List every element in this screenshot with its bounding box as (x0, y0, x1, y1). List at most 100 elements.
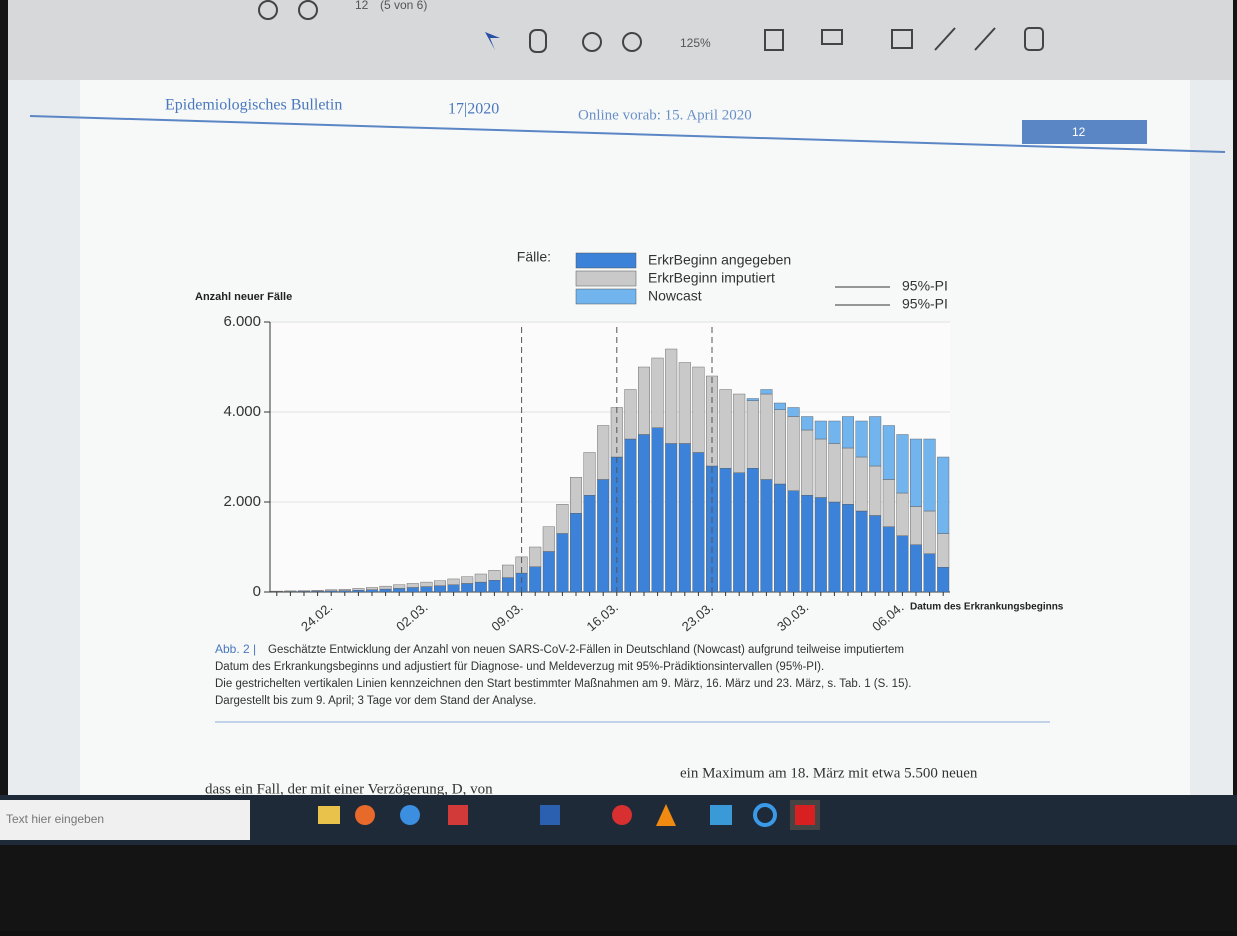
bar-segment (502, 578, 514, 592)
bar-segment (475, 574, 487, 582)
caption-line: Die gestrichelten vertikalen Linien kenn… (215, 678, 912, 690)
bar-segment (842, 417, 854, 449)
bar-segment (720, 468, 732, 592)
bar-segment (869, 516, 881, 593)
bar-segment (761, 480, 773, 593)
bar-segment (937, 567, 949, 592)
legend-label: Nowcast (648, 288, 702, 304)
bar-segment (489, 570, 501, 580)
app-icon[interactable] (448, 805, 468, 825)
body-text: ein Maximum am 18. März mit etwa 5.500 n… (680, 765, 978, 781)
bar-segment (937, 457, 949, 534)
bar-segment (597, 426, 609, 480)
bar-segment (393, 588, 405, 592)
bar-segment (597, 480, 609, 593)
bar-segment (298, 591, 310, 592)
app-icon[interactable] (795, 805, 815, 825)
app-icon[interactable] (540, 805, 560, 825)
legend-swatch (576, 289, 636, 304)
bar-segment (910, 439, 922, 507)
publish-date: Online vorab: 15. April 2020 (578, 107, 752, 123)
bar-segment (801, 495, 813, 592)
bar-segment (747, 401, 759, 469)
bar-segment (774, 484, 786, 592)
caption-line: Geschätzte Entwicklung der Anzahl von ne… (268, 644, 904, 656)
search-placeholder: Text hier eingeben (6, 812, 104, 826)
bar-segment (434, 581, 446, 586)
bar-segment (502, 565, 514, 578)
bar-segment (815, 421, 827, 439)
bar-segment (924, 511, 936, 554)
bar-segment (788, 417, 800, 491)
bar-segment (774, 403, 786, 410)
app-icon[interactable] (318, 806, 340, 824)
bar-segment (856, 457, 868, 511)
app-icon[interactable] (355, 805, 375, 825)
bar-segment (856, 421, 868, 457)
bar-segment (747, 468, 759, 592)
bar-segment (461, 577, 473, 584)
bar-segment (897, 435, 909, 494)
zoom-level[interactable]: 125% (680, 36, 711, 50)
journal-title: Epidemiologisches Bulletin (165, 97, 342, 114)
bar-segment (679, 444, 691, 593)
legend-swatch (576, 253, 636, 268)
bar-segment (788, 408, 800, 417)
nav-page: 12 (1072, 125, 1086, 139)
bar-segment (366, 590, 378, 592)
bar-segment (638, 435, 650, 593)
bar-segment (652, 428, 664, 592)
bar-segment (924, 554, 936, 592)
bar-segment (353, 588, 365, 590)
bar-segment (407, 583, 419, 587)
app-icon[interactable] (710, 805, 732, 825)
bar-segment (883, 527, 895, 592)
bar-segment (801, 417, 813, 431)
bar-segment (638, 367, 650, 435)
y-tick-label: 6.000 (223, 313, 261, 330)
bar-segment (325, 590, 337, 591)
bar-segment (761, 394, 773, 480)
bar-segment (380, 589, 392, 592)
bar-segment (448, 579, 460, 585)
bar-segment (366, 588, 378, 590)
issue: 17|2020 (448, 101, 499, 118)
bar-segment (829, 421, 841, 444)
bar-segment (584, 495, 596, 592)
bar-segment (475, 582, 487, 592)
bar-segment (883, 426, 895, 480)
bar-segment (733, 394, 745, 473)
bar-segment (937, 534, 949, 568)
bar-segment (625, 439, 637, 592)
bar-segment (393, 585, 405, 589)
bar-segment (570, 477, 582, 513)
bar-segment (829, 502, 841, 592)
bar-segment (353, 590, 365, 592)
bar-segment (815, 439, 827, 498)
bar-segment (584, 453, 596, 496)
bar-segment (489, 580, 501, 592)
app-icon[interactable] (400, 805, 420, 825)
bar-segment (312, 590, 324, 591)
bar-segment (774, 410, 786, 484)
page-number[interactable]: 12 (355, 0, 369, 12)
bar-segment (665, 349, 677, 444)
bar-segment (842, 504, 854, 592)
bar-segment (461, 583, 473, 592)
bar-segment (801, 430, 813, 495)
y-tick-label: 0 (253, 583, 261, 600)
legend-swatch (576, 271, 636, 286)
bar-segment (380, 586, 392, 589)
bar-segment (529, 547, 541, 567)
app-icon[interactable] (612, 805, 632, 825)
page-count: (5 von 6) (380, 0, 427, 12)
bar-segment (625, 390, 637, 440)
bar-segment (652, 358, 664, 428)
bar-segment (339, 589, 351, 590)
legend-interval-label: 95%-PI (902, 296, 948, 312)
bar-segment (285, 591, 297, 592)
legend-label: ErkrBeginn imputiert (648, 270, 775, 286)
bar-segment (842, 448, 854, 504)
bar-segment (679, 363, 691, 444)
screen: {"toolbar": {"page": "12", "page_count":… (0, 0, 1237, 931)
